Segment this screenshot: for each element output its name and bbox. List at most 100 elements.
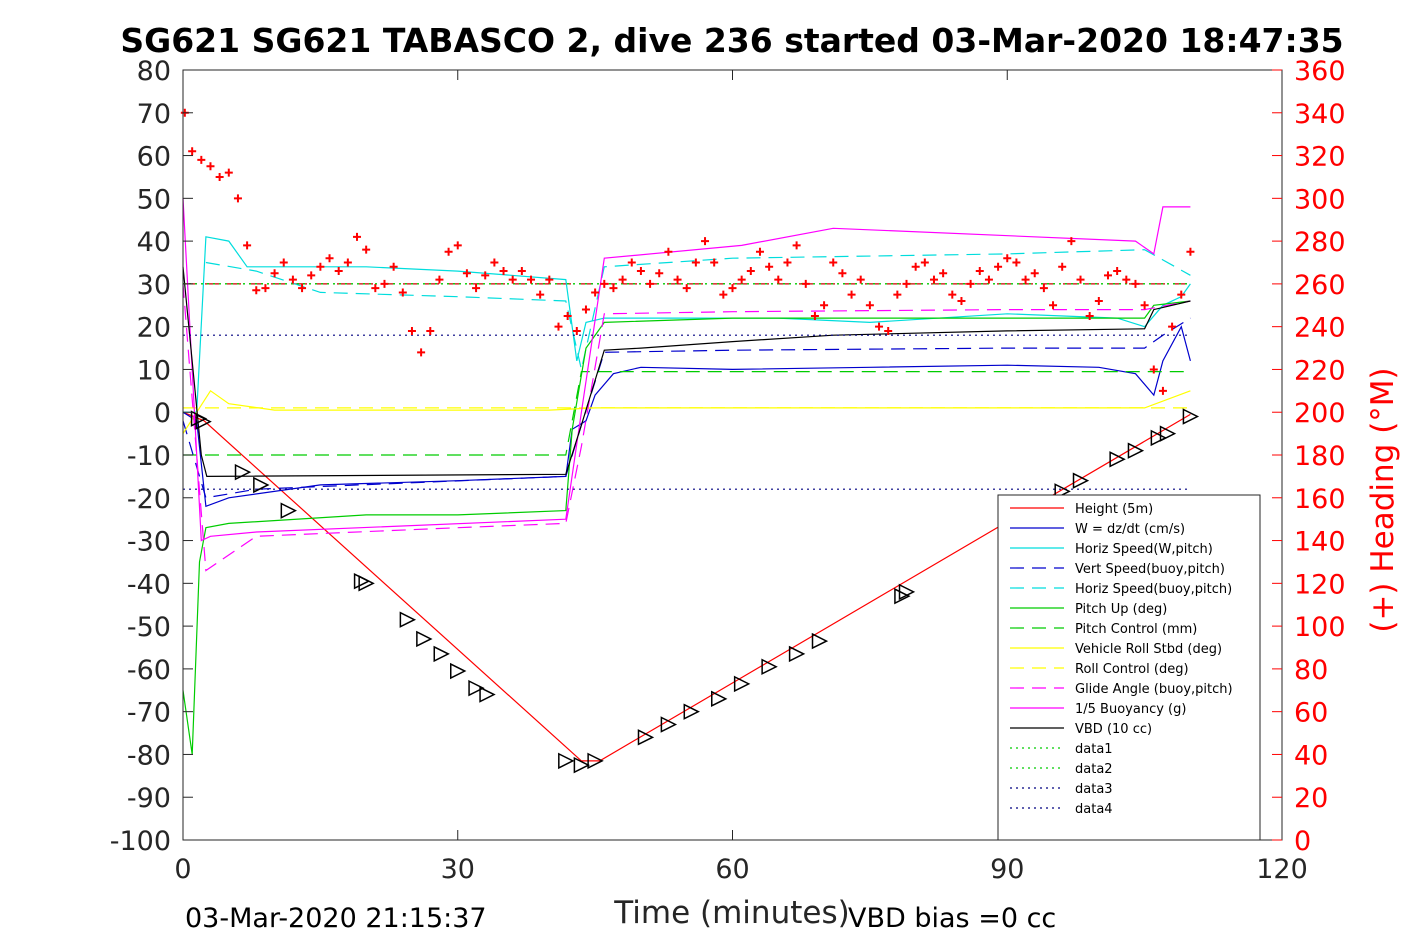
y-tick-label-18: -100 [110,826,171,857]
heading-point-41 [554,322,563,331]
heading-point-8 [252,286,261,295]
chart-title: SG621 SG621 TABASCO 2, dive 236 started … [120,21,1343,60]
y-tick-label-14: -60 [127,655,171,686]
series-line-1 [182,325,1191,508]
right-tick-label-16: 40 [1294,740,1328,771]
triangle-marker-4 [280,502,297,519]
triangle-marker-27 [1072,472,1090,489]
footer-timestamp: 03-Mar-2020 21:15:37 [185,903,487,934]
heading-point-97 [1067,237,1076,246]
heading-point-19 [353,232,362,241]
y-tick-label-5: 30 [137,270,171,301]
triangle-marker-19 [711,690,728,708]
heading-point-96 [1058,262,1067,271]
right-tick-label-17: 20 [1294,783,1328,814]
heading-point-29 [444,247,453,256]
heading-point-67 [792,241,801,250]
legend-label-1: W = dz/dt (cm/s) [1075,522,1185,537]
heading-point-12 [288,275,297,284]
heading-point-9 [261,284,270,293]
heading-point-32 [472,284,481,293]
heading-point-89 [994,262,1003,271]
heading-point-22 [380,279,389,288]
legend-label-15: data4 [1075,802,1113,817]
x-tick-label-4: 120 [1256,854,1308,885]
legend-label-6: Pitch Control (mm) [1075,622,1197,637]
y-tick-label-15: -70 [127,698,171,729]
heading-point-76 [875,322,884,331]
heading-point-75 [865,301,874,310]
triangle-marker-15 [587,752,604,770]
triangle-marker-7 [399,611,417,628]
x-tick-label-3: 90 [990,854,1024,885]
heading-point-84 [948,290,957,299]
heading-point-17 [334,267,343,276]
legend-label-5: Pitch Up (deg) [1075,602,1167,617]
triangle-marker-29 [1127,442,1145,459]
heading-point-59 [719,290,728,299]
heading-point-63 [755,247,764,256]
heading-point-73 [847,290,856,299]
heading-point-14 [307,271,316,280]
triangle-marker-8 [416,630,433,648]
triangle-marker-6 [358,575,375,592]
y-tick-label-10: -20 [127,484,171,515]
triangle-marker-10 [450,662,467,680]
triangle-marker-17 [660,716,678,733]
heading-point-110 [1186,247,1195,256]
triangle-marker-1 [195,413,212,430]
legend-label-0: Height (5m) [1075,502,1153,517]
series-line-5 [182,300,1191,755]
right-tick-label-10: 160 [1294,484,1346,515]
heading-point-68 [801,279,810,288]
heading-point-55 [682,284,691,293]
heading-point-49 [627,258,636,267]
heading-point-52 [655,269,664,278]
heading-point-64 [765,262,774,271]
right-tick-label-18: 0 [1294,826,1311,857]
right-tick-label-4: 280 [1294,227,1346,258]
legend-label-13: data2 [1075,762,1113,777]
heading-point-82 [929,275,938,284]
y-tick-label-2: 60 [137,142,171,173]
heading-point-40 [545,275,554,284]
y-tick-label-4: 40 [137,227,171,258]
series-layer [180,70,1282,840]
heading-point-103 [1122,275,1131,284]
heading-point-2 [197,155,206,164]
heading-point-99 [1085,311,1094,320]
right-tick-label-1: 340 [1294,99,1346,130]
heading-point-98 [1076,275,1085,284]
x-tick-label-0: 0 [174,854,191,885]
heading-point-42 [563,311,572,320]
heading-point-25 [407,326,416,335]
heading-point-44 [581,305,590,314]
heading-point-83 [939,269,948,278]
y-tick-label-17: -90 [127,783,171,814]
series-line-11 [182,266,1191,478]
heading-point-78 [893,290,902,299]
right-tick-label-8: 200 [1294,398,1346,429]
heading-point-47 [609,284,618,293]
heading-point-94 [1039,284,1048,293]
right-tick-label-5: 260 [1294,270,1346,301]
triangle-marker-18 [683,703,700,720]
heading-point-46 [600,279,609,288]
heading-point-23 [389,262,398,271]
triangle-marker-20 [733,675,751,693]
heading-point-105 [1140,301,1149,310]
axes-layer: 0 30 60 90 12080706050403020100-10-20-30-40-… [110,56,1346,885]
heading-point-1 [188,147,197,156]
y-tick-label-13: -50 [127,612,171,643]
heading-point-6 [233,194,242,203]
heading-point-15 [316,262,325,271]
heading-point-50 [636,267,645,276]
heading-point-104 [1131,279,1140,288]
triangle-marker-22 [788,645,806,663]
heading-point-36 [508,275,517,284]
heading-point-95 [1049,301,1058,310]
triangle-marker-32 [1182,408,1200,425]
heading-point-16 [325,254,334,263]
heading-point-107 [1158,386,1167,395]
x-tick-label-1: 30 [441,854,475,885]
